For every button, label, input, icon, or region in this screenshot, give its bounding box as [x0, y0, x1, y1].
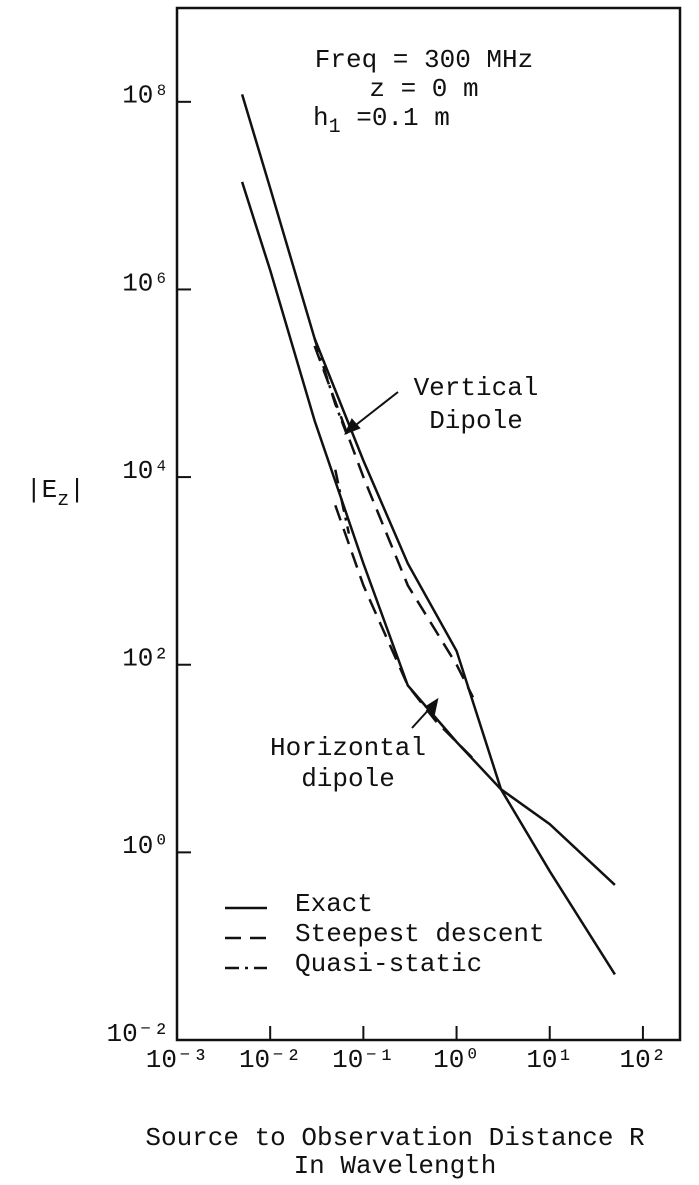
y-tick-label: 10⁸ — [122, 81, 169, 111]
y-tick-label: 10⁶ — [122, 268, 169, 298]
curve — [313, 338, 351, 441]
annotation-part: h — [313, 103, 329, 133]
y-tick-label: 10⁴ — [122, 456, 169, 486]
y-label-end: | — [69, 475, 85, 505]
x-axis-label: Source to Observation Distance R — [145, 1123, 644, 1153]
curve — [313, 345, 475, 698]
legend-label: Quasi-static — [295, 949, 482, 979]
annotation: h1 =0.1 m — [313, 103, 450, 139]
arrow — [351, 391, 399, 429]
annotation-part: =0.1 m — [341, 103, 450, 133]
plot-frame — [175, 6, 682, 1042]
x-axis-label: In Wavelength — [294, 1151, 497, 1181]
annotation: dipole — [301, 764, 395, 794]
x-tick-label: 10⁰ — [433, 1045, 480, 1075]
x-tick-label: 10⁻¹ — [332, 1045, 394, 1075]
y-tick-label: 10⁰ — [122, 831, 169, 861]
annotation: Freq = 300 MHz — [315, 45, 533, 75]
annotation: z = 0 m — [369, 74, 478, 104]
annotation-sub: 1 — [329, 116, 341, 139]
curve — [240, 181, 616, 886]
annotation: Dipole — [429, 406, 523, 436]
x-tick-label: 10⁻³ — [146, 1045, 208, 1075]
y-label-sub: z — [57, 489, 69, 512]
x-tick-label: 10² — [620, 1045, 667, 1075]
legend-label: Exact — [295, 889, 373, 919]
legend-label: Steepest descent — [295, 919, 545, 949]
annotation: Vertical — [414, 373, 539, 403]
y-tick-label: 10² — [122, 644, 169, 674]
y-axis-label: |Ez| — [26, 475, 85, 512]
y-tick-label: 10⁻² — [107, 1019, 169, 1049]
annotation: Horizontal — [270, 733, 426, 763]
curve — [334, 469, 351, 534]
y-label-main: |E — [26, 475, 57, 505]
x-tick-label: 10⁻² — [239, 1045, 301, 1075]
curve — [240, 94, 616, 976]
arrows — [344, 391, 439, 729]
x-tick-label: 10¹ — [526, 1045, 573, 1075]
